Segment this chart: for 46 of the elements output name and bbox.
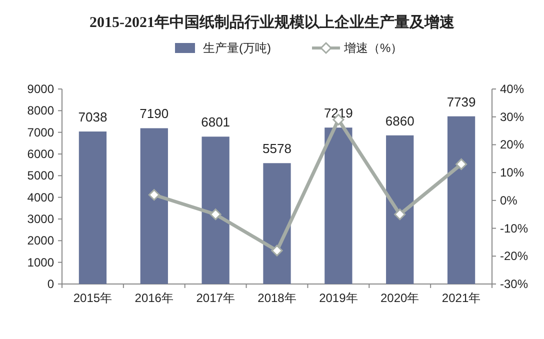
y-tick-label: 6000 — [27, 147, 54, 161]
bar — [447, 116, 476, 284]
y2-tick-label: -10% — [500, 221, 528, 236]
data-label: 7038 — [78, 110, 108, 125]
bar — [202, 136, 230, 284]
x-tick-label: 2020年 — [380, 291, 420, 305]
point — [210, 208, 222, 220]
y-tick-label: 7000 — [27, 125, 54, 140]
y2-tick-label: -20% — [500, 249, 528, 264]
y-tick-label: 3000 — [27, 212, 54, 226]
bar — [324, 128, 352, 284]
x-tick-label: 2015年 — [73, 291, 112, 305]
y-tick-label: 8000 — [27, 104, 54, 118]
bar — [386, 135, 414, 284]
bar — [78, 132, 107, 284]
y-tick-label: 2000 — [27, 234, 54, 248]
point — [271, 244, 283, 256]
data-label: 7739 — [446, 94, 476, 110]
x-tick-label: 2019年 — [319, 291, 358, 305]
data-label: 5578 — [262, 141, 292, 156]
y2-tick-label: -30% — [500, 277, 528, 291]
point — [394, 208, 406, 220]
x-tick-label: 2016年 — [134, 291, 174, 305]
y-tick-label: 1000 — [27, 255, 54, 270]
y2-tick-label: 30% — [500, 110, 524, 124]
y2-tick-label: 0% — [500, 193, 518, 208]
chart-title: 2015-2021年中国纸制品行业规模以上企业生产量及增速 — [90, 14, 456, 31]
y2-tick-label: 40% — [500, 82, 524, 96]
point — [456, 158, 468, 170]
y-tick-label: 0 — [47, 277, 54, 291]
point — [148, 189, 160, 201]
data-label: 6860 — [385, 113, 414, 128]
bar — [140, 128, 168, 284]
legend-label: 生产量(万吨) — [203, 41, 271, 55]
y-tick-label: 4000 — [27, 190, 54, 204]
y-tick-label: 9000 — [27, 82, 54, 96]
y-tick-label: 5000 — [27, 168, 54, 183]
x-tick-label: 2017年 — [196, 291, 235, 305]
data-label: 7190 — [140, 106, 169, 122]
y2-tick-label: 20% — [500, 138, 524, 152]
bar — [263, 163, 291, 284]
y2-tick-label: 10% — [500, 166, 524, 180]
x-tick-label: 2021年 — [442, 291, 481, 305]
x-tick-label: 2018年 — [258, 291, 296, 305]
data-label: 6801 — [201, 114, 230, 130]
legend-label: 增速（%） — [343, 41, 403, 55]
